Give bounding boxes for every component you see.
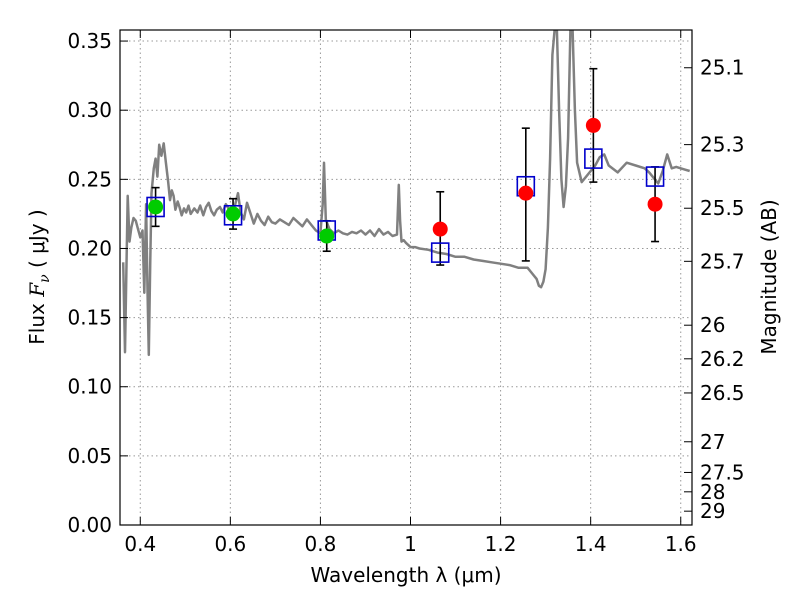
x-axis-label: Wavelength λ (μm) [310, 563, 501, 587]
model-photometry-square [146, 196, 165, 218]
nir-observed-point [647, 196, 663, 212]
x-tick-label: 1.2 [485, 532, 517, 556]
x-tick-label: 0.6 [214, 532, 246, 556]
axis-ticks [120, 30, 692, 526]
model-photometry-markers [146, 148, 665, 263]
y-tick-label: 0.35 [67, 29, 112, 53]
y-axis-label: Flux Fν ( μJy ) [25, 209, 53, 344]
x-tick-label: 1.4 [575, 532, 607, 556]
x-tick-label: 1.6 [665, 532, 697, 556]
magnitude-tick-label: 26.2 [700, 347, 745, 371]
model-photometry-square [223, 204, 243, 226]
nir-observed-point [585, 117, 601, 133]
magnitude-axis-label: Magnitude (AB) [757, 199, 781, 354]
nir-observed-point [432, 221, 448, 237]
plot-frame [119, 29, 693, 526]
x-tick-labels: 0.4 0.6 0.8 1 1.2 1.4 1.6 [124, 532, 696, 556]
observed-photometry-markers [148, 117, 663, 244]
magnitude-tick-label: 29 [700, 499, 725, 523]
model-spectrum-line [121, 30, 691, 357]
magnitude-tick-label: 25.3 [700, 133, 745, 157]
y-axis-label-symbol: F [25, 282, 49, 298]
y-tick-label: 0.00 [67, 513, 112, 537]
nir-observed-point [518, 185, 534, 201]
y-tick-label: 0.20 [67, 236, 112, 260]
x-tick-label: 0.4 [124, 532, 156, 556]
y-tick-label: 0.25 [67, 167, 112, 191]
magnitude-tick-label: 25.7 [700, 249, 745, 273]
error-bars [151, 67, 660, 266]
magnitude-tick-label: 26.5 [700, 381, 745, 405]
magnitude-tick-label: 25.1 [700, 56, 745, 80]
optical-observed-point [148, 199, 164, 215]
y-axis-label-prefix: Flux [25, 297, 49, 345]
y-tick-label: 0.15 [67, 306, 112, 330]
y-axis-label-units: ( μJy ) [25, 209, 49, 274]
y-tick-label: 0.10 [67, 375, 112, 399]
y-axis-label-subscript: ν [37, 274, 53, 283]
model-photometry-square [584, 148, 603, 169]
magnitude-tick-label: 27.5 [700, 460, 745, 484]
model-photometry-square [430, 242, 450, 263]
x-tick-label: 1 [404, 532, 417, 556]
magnitude-tick-label: 25.5 [700, 196, 745, 220]
grid-lines [120, 30, 692, 526]
optical-observed-point [319, 228, 335, 244]
optical-observed-point [225, 206, 241, 222]
y-tick-label: 0.30 [67, 98, 112, 122]
magnitude-tick-label: 27 [700, 430, 725, 454]
magnitude-tick-label: 26 [700, 313, 725, 337]
y-tick-label: 0.05 [67, 444, 112, 468]
magnitude-tick-label: 28 [700, 480, 725, 504]
x-tick-label: 0.8 [305, 532, 337, 556]
model-photometry-square [645, 166, 665, 187]
y-tick-labels: 0.00 0.05 0.10 0.15 0.20 0.25 0.30 0.35 [67, 29, 112, 537]
